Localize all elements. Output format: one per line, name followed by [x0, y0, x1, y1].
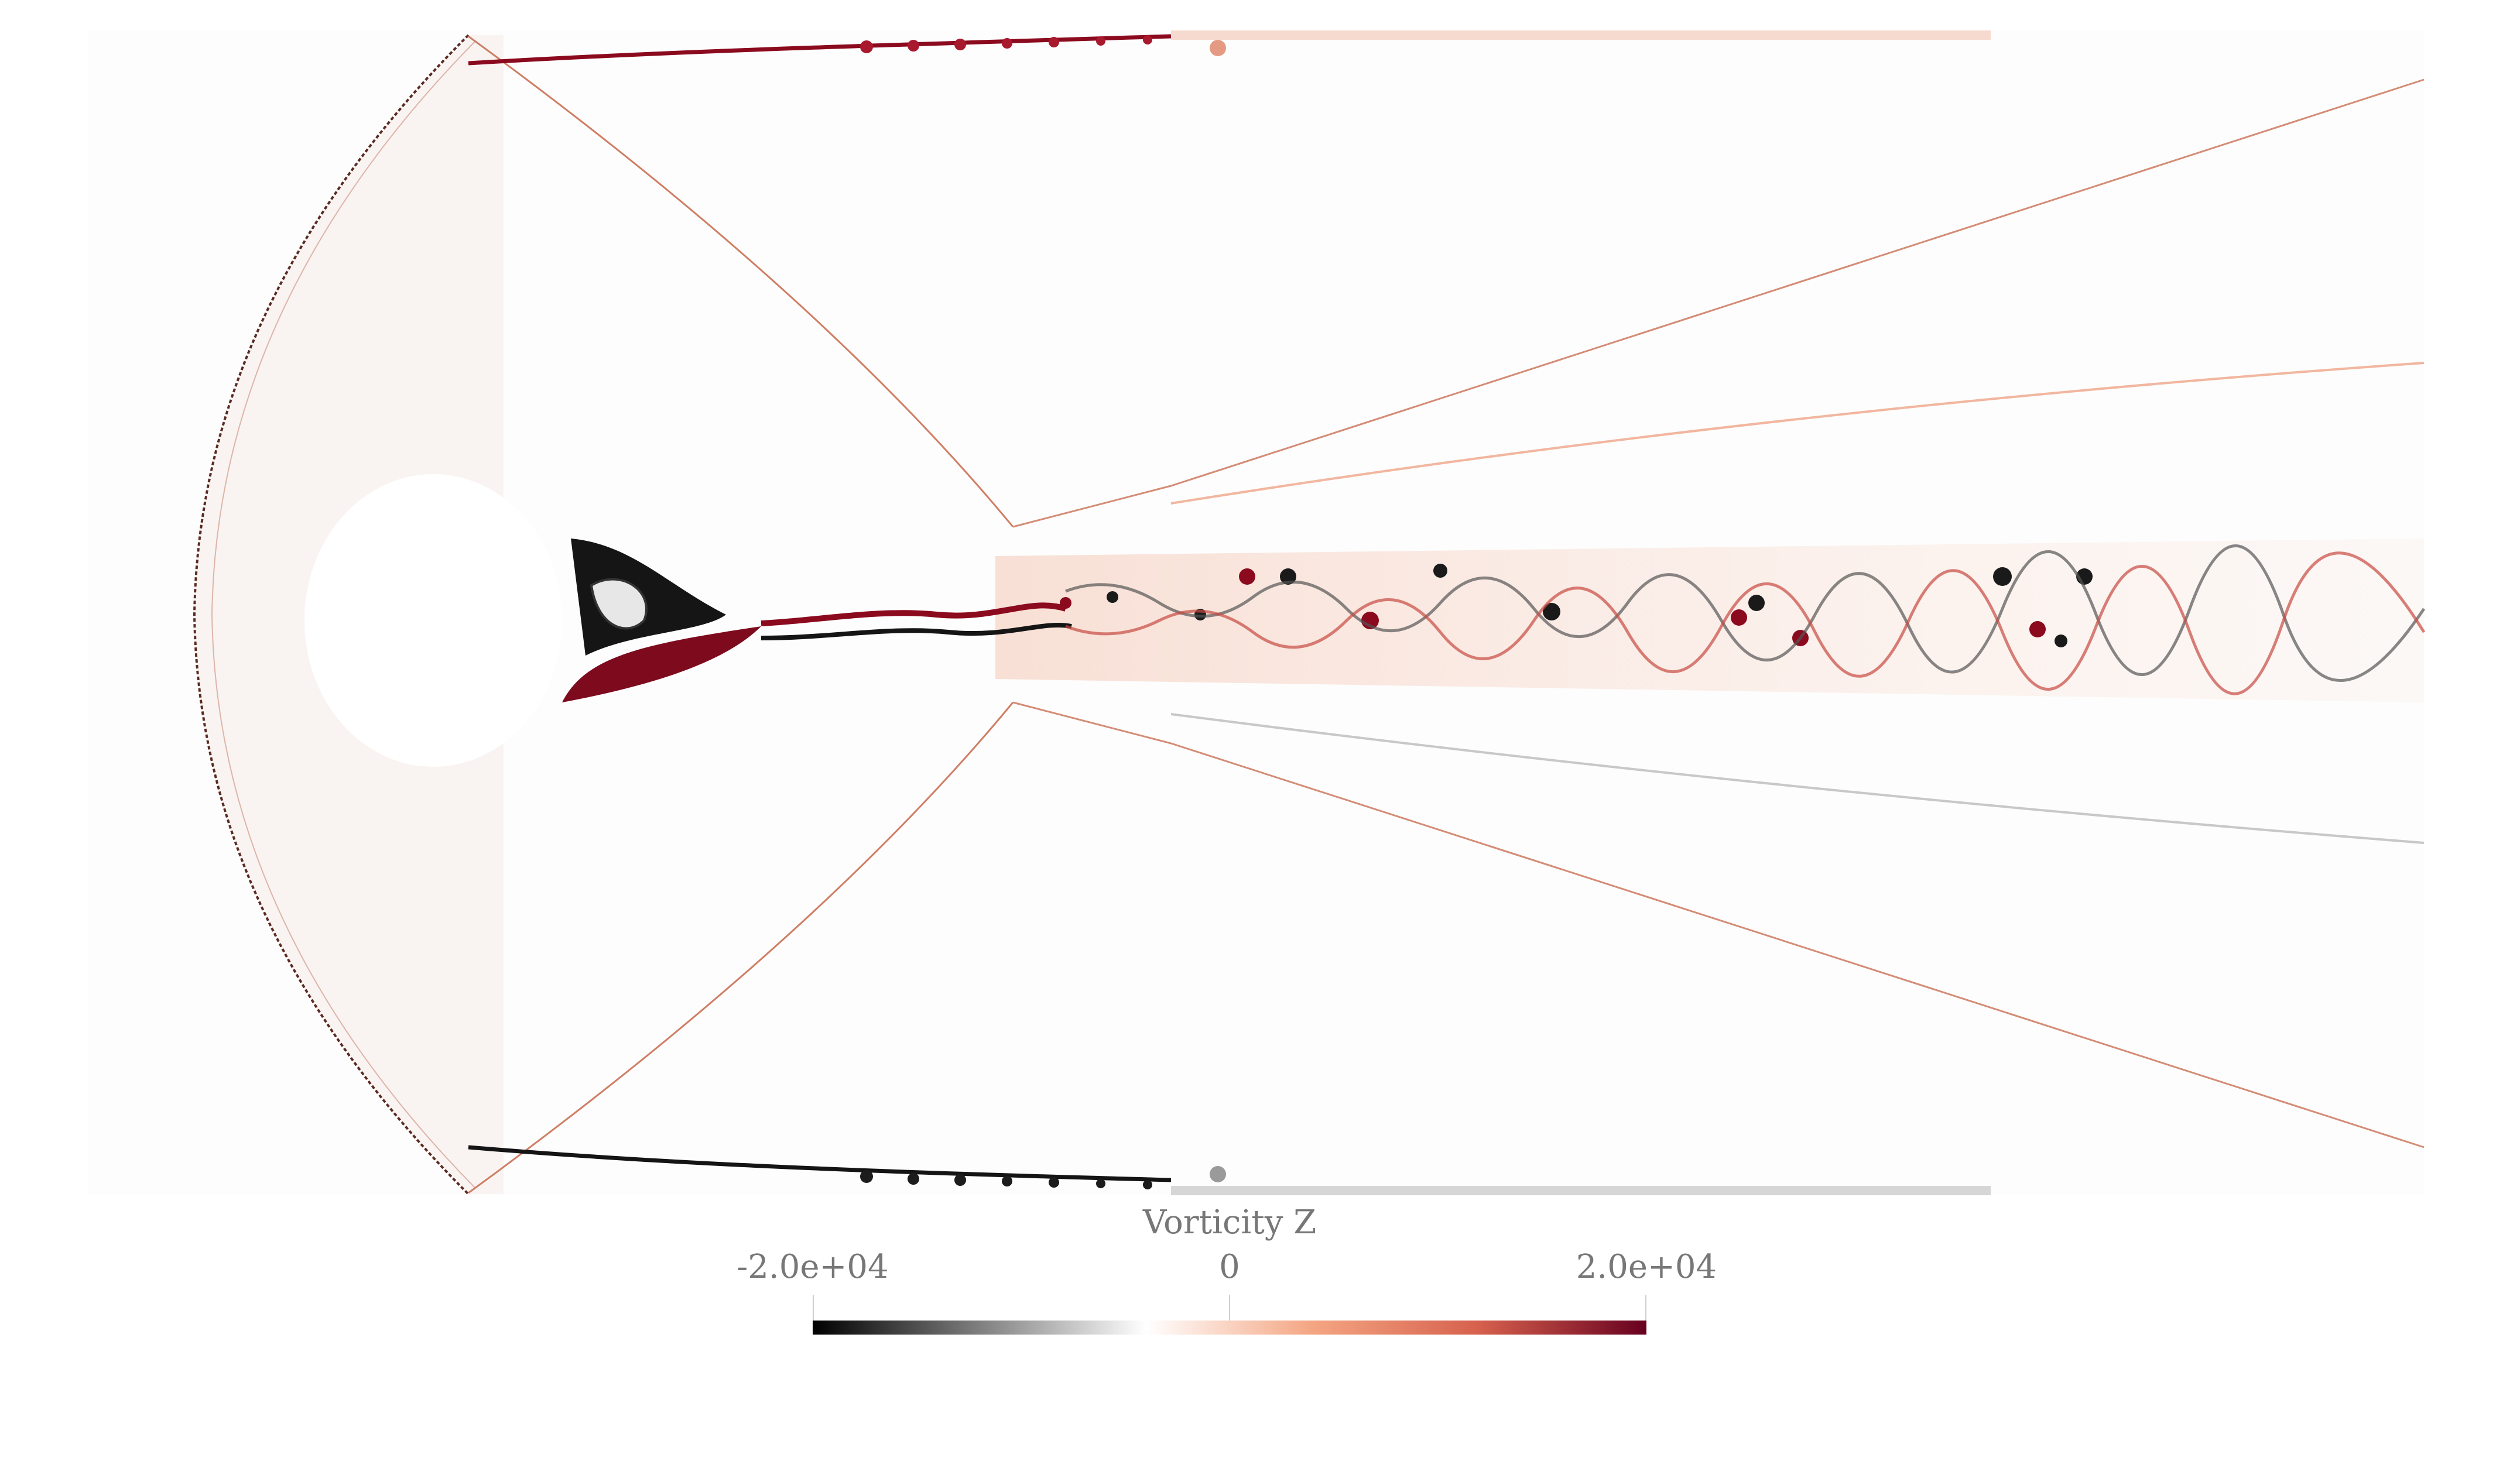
lower-wall-band: [1171, 1186, 1991, 1195]
recirculation-core: [590, 578, 648, 630]
colorbar-max-label: 2.0e+04: [1576, 1248, 1717, 1286]
wake-vortices-negative: [1107, 564, 2093, 647]
colorbar-gradient: [813, 1321, 1646, 1335]
reflected-shock-lower: [468, 702, 1014, 1194]
wake-region: [995, 539, 2424, 702]
wake-shear-negative: [761, 622, 1072, 640]
wake-wavy-negative: [1065, 544, 2426, 682]
colorbar-min-label: -2.0e+04: [737, 1248, 889, 1286]
wake-shear-positive: [761, 602, 1067, 626]
lower-oblique-wave: [1012, 701, 2425, 1148]
body-bubble: [304, 474, 562, 767]
lower-wall-shear: [468, 1145, 1172, 1182]
colorbar-tick-min: [813, 1295, 814, 1321]
upper-slipline: [1170, 362, 2425, 505]
upper-wall-shear: [468, 34, 1172, 66]
upper-oblique-wave: [1012, 78, 2425, 528]
upper-wall-vortices: [860, 35, 1226, 56]
bow-shock-inner: [211, 40, 476, 1189]
colorbar-title: Vorticity Z: [1142, 1203, 1317, 1241]
wake-wavy-positive: [1065, 551, 2426, 695]
colorbar-tick-mid: [1229, 1295, 1230, 1321]
colorbar-tick-max: [1645, 1295, 1646, 1321]
reflected-shock-upper: [468, 35, 1014, 527]
colorbar-mid-label: 0: [1219, 1248, 1240, 1286]
lower-slipline: [1170, 713, 2425, 844]
bow-shock: [193, 34, 470, 1195]
recirculation-negative: [571, 539, 726, 656]
lower-wall-vortices: [860, 1166, 1226, 1189]
recirculation-positive: [562, 626, 761, 702]
upper-wall-band: [1171, 30, 1991, 40]
